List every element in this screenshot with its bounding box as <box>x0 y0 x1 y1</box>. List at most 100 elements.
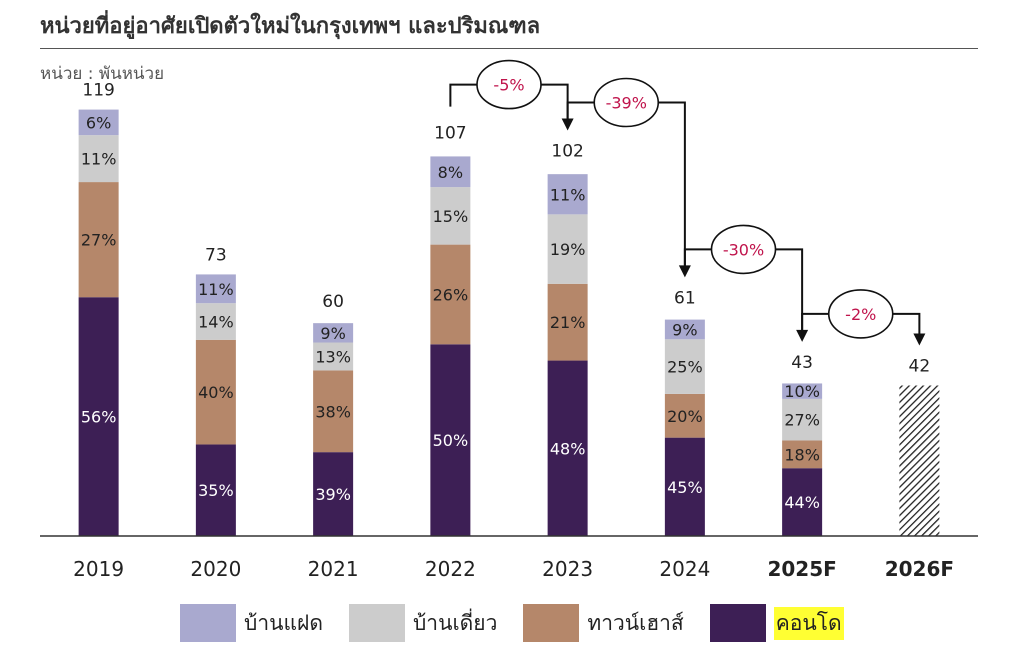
bar-segment-townhouse-2023 <box>547 283 588 361</box>
growth-annotation-2025F-2026F: -2% <box>801 289 926 346</box>
bar-segment-condo-2020 <box>195 444 236 536</box>
bar-segment-detached-2020 <box>195 303 236 340</box>
x-tick-2023: 2023 <box>542 557 593 581</box>
total-label-2026F: 42 <box>909 357 931 377</box>
x-tick-2025F: 2025F <box>767 557 836 581</box>
growth-bubble <box>827 289 894 339</box>
legend-item-condo: คอนโด <box>709 604 844 642</box>
segment-label-single_house-2024: 9% <box>672 320 697 339</box>
bar-segment-single_house-2023 <box>547 174 588 215</box>
x-tick-2022: 2022 <box>425 557 476 581</box>
legend-item-townhouse: ทาวน์เฮาส์ <box>523 604 684 642</box>
bar-segment-single_house-2021 <box>313 323 354 343</box>
bar-segment-townhouse-2020 <box>195 339 236 445</box>
segment-label-townhouse-2025F: 18% <box>784 445 820 464</box>
unit-label: หน่วย : พันหน่วย <box>40 64 165 84</box>
segment-label-condo-2022: 50% <box>433 431 469 450</box>
bar-segment-condo-2025F <box>782 468 823 536</box>
total-label-2022: 107 <box>434 124 466 144</box>
total-label-2019: 119 <box>82 81 114 101</box>
legend-label-detached: บ้านเดี่ยว <box>412 610 498 635</box>
bar-segment-detached-2019 <box>78 135 119 183</box>
total-label-2021: 60 <box>322 292 344 312</box>
bar-segment-townhouse-2019 <box>78 182 119 298</box>
bar-segment-detached-2024 <box>664 339 705 394</box>
segment-label-single_house-2025F: 10% <box>784 382 820 401</box>
growth-bubble <box>593 77 660 128</box>
segment-label-detached-2025F: 27% <box>784 411 820 430</box>
x-tick-2021: 2021 <box>308 557 359 581</box>
bar-segment-single_house-2025F <box>782 383 823 399</box>
segment-label-townhouse-2021: 38% <box>315 402 351 421</box>
segment-label-condo-2020: 35% <box>198 481 234 500</box>
bar-segment-townhouse-2022 <box>430 244 471 345</box>
segment-label-condo-2019: 56% <box>81 408 117 427</box>
legend-swatch-condo <box>709 604 766 642</box>
bar-segment-townhouse-2024 <box>664 393 705 438</box>
bars-layer <box>78 109 940 536</box>
segment-label-detached-2020: 14% <box>198 313 234 332</box>
segment-label-townhouse-2019: 27% <box>81 231 117 250</box>
bar-segment-detached-2022 <box>430 187 471 245</box>
segment-label-detached-2022: 15% <box>433 207 469 226</box>
x-tick-2019: 2019 <box>73 557 124 581</box>
growth-bubble <box>476 59 542 110</box>
total-label-2024: 61 <box>674 288 696 308</box>
bar-segment-single_house-2024 <box>664 319 705 340</box>
segment-label-single_house-2023: 11% <box>550 185 586 204</box>
legend-label-single-house: บ้านแฝด <box>244 610 323 635</box>
growth-annotation-2023-2024: -39% <box>566 77 691 278</box>
x-tick-2024: 2024 <box>659 557 710 581</box>
growth-label: -2% <box>845 305 876 324</box>
segment-label-condo-2024: 45% <box>667 478 703 497</box>
labels-layer: 56% 27% 11% 6% 119 35% 40% 14% 11% 73 39% 38% 13% 9% 6… <box>81 81 930 513</box>
bar-segment-single_house-2020 <box>195 274 236 304</box>
bar-segment-townhouse-2025F <box>782 440 823 469</box>
growth-label: -39% <box>606 94 647 113</box>
bar-segment-single_house-2022 <box>430 156 471 188</box>
legend-label-condo: คอนโด <box>773 606 844 640</box>
bar-segment-condo-2021 <box>313 452 354 536</box>
segment-label-single_house-2021: 9% <box>320 324 345 343</box>
segment-label-townhouse-2022: 26% <box>433 285 469 304</box>
segment-label-single_house-2022: 8% <box>438 163 463 182</box>
legend-swatch-detached <box>348 604 405 642</box>
growth-bubble <box>710 224 777 275</box>
total-label-2020: 73 <box>205 245 227 265</box>
x-tick-labels: 2019 2020 2021 2022 2023 2024 2025F 2026F <box>73 557 954 581</box>
segment-label-detached-2021: 13% <box>315 347 351 366</box>
growth-arrowhead <box>913 333 926 346</box>
segment-label-condo-2021: 39% <box>315 485 351 504</box>
legend-swatch-townhouse <box>523 604 580 642</box>
bar-segment-townhouse-2021 <box>313 370 354 453</box>
growth-annotation-2022-2023: -5% <box>449 59 574 131</box>
segment-label-single_house-2020: 11% <box>198 280 234 299</box>
legend-label-townhouse: ทาวน์เฮาส์ <box>587 610 684 635</box>
chart-title: หน่วยที่อยู่อาศัยเปิดตัวใหม่ในกรุงเทพฯ แ… <box>40 14 541 39</box>
segment-label-detached-2019: 11% <box>81 150 117 169</box>
growth-label: -5% <box>493 76 524 95</box>
growth-annotations-layer: -5% -39% -30% -2% <box>449 59 926 346</box>
growth-annotation-2024-2025F: -30% <box>683 224 809 342</box>
bar-hatched-2026F <box>899 385 940 536</box>
bar-segment-single_house-2019 <box>78 109 119 136</box>
bar-segment-condo-2023 <box>547 360 588 536</box>
legend-item-detached: บ้านเดี่ยว <box>348 604 498 642</box>
bar-segment-condo-2024 <box>664 437 705 536</box>
bar-segment-condo-2019 <box>78 297 119 536</box>
segment-label-townhouse-2020: 40% <box>198 383 234 402</box>
bar-segment-detached-2023 <box>547 214 588 284</box>
segment-label-single_house-2019: 6% <box>86 113 111 132</box>
total-label-2023: 102 <box>551 142 583 162</box>
segment-label-detached-2024: 25% <box>667 358 703 377</box>
total-label-2025F: 43 <box>791 353 813 373</box>
segment-label-condo-2025F: 44% <box>784 493 820 512</box>
segment-label-condo-2023: 48% <box>550 439 586 458</box>
bar-segment-detached-2021 <box>313 342 354 371</box>
legend: บ้านแฝด บ้านเดี่ยว ทาวน์เฮาส์ คอนโด <box>180 604 870 642</box>
segment-label-detached-2023: 19% <box>550 240 586 259</box>
title-divider <box>40 48 978 49</box>
segment-label-townhouse-2024: 20% <box>667 407 703 426</box>
x-tick-2020: 2020 <box>190 557 241 581</box>
bar-segment-condo-2022 <box>430 344 471 536</box>
